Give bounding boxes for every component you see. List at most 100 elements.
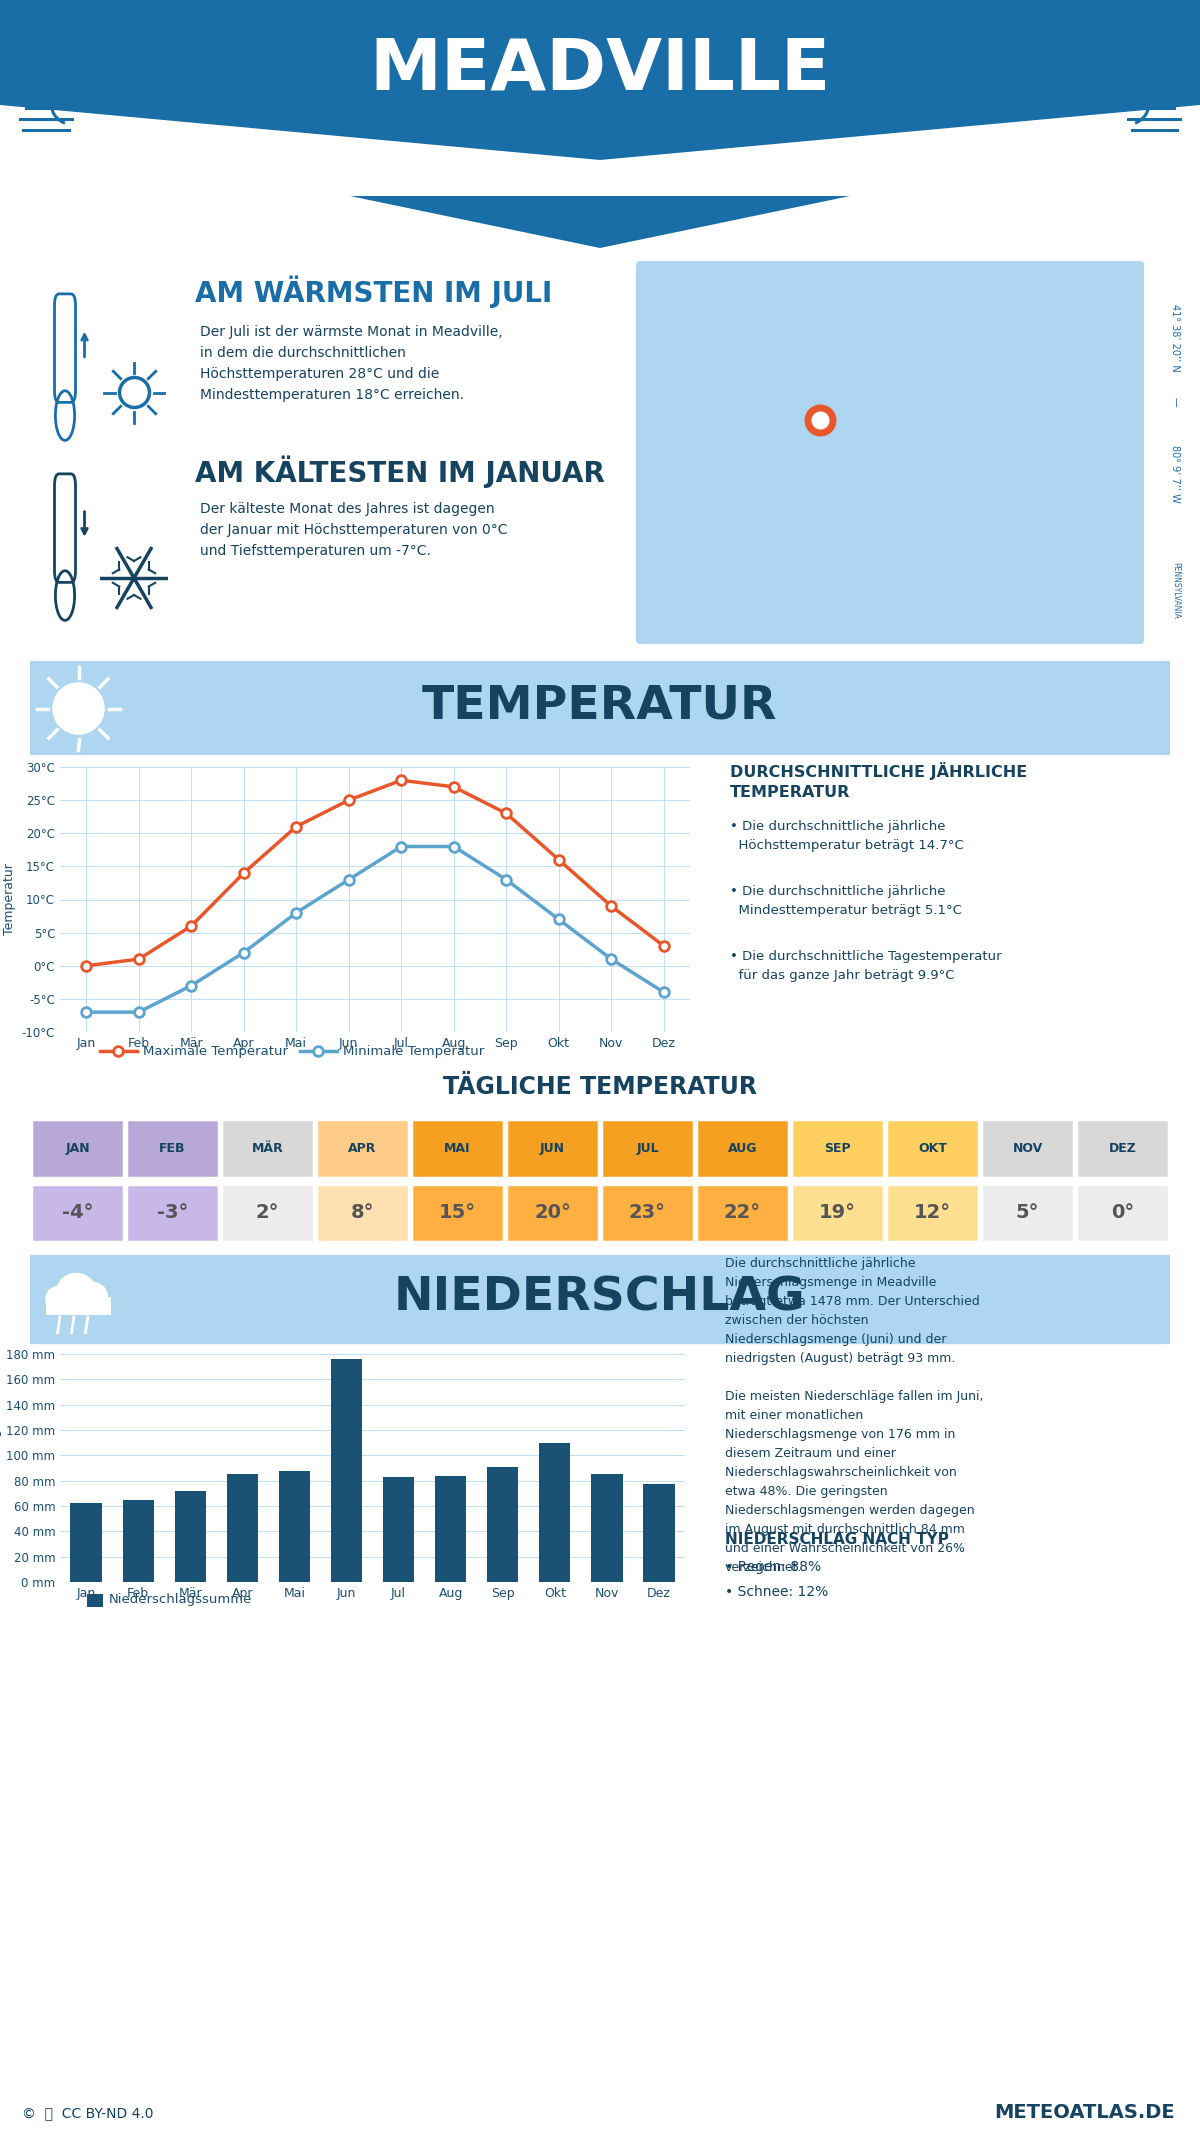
Bar [46,1297,112,1314]
Text: 42%: 42% [911,1710,954,1729]
Text: Maximale Temperatur: Maximale Temperatur [143,1044,288,1057]
Text: Der Juli ist der wärmste Monat in Meadville,
in dem die durchschnittlichen
Höchs: Der Juli ist der wärmste Monat in Meadvi… [200,325,503,402]
Circle shape [46,1286,72,1312]
Text: MÄR: MÄR [254,1751,281,1763]
Bar [643,1485,674,1581]
Bar [88,1594,103,1607]
Text: JAN: JAN [67,1751,88,1763]
Bar [696,1119,788,1179]
Bar [126,1183,218,1241]
Text: SEP: SEP [827,1751,848,1763]
Text: • Die durchschnittliche Tagestemperatur
  für das ganze Jahr beträgt 9.9°C: • Die durchschnittliche Tagestemperatur … [730,950,1002,982]
Text: APR: APR [348,1143,377,1156]
Text: JAN: JAN [65,1143,90,1156]
Text: PENNSYLVANIA: PENNSYLVANIA [1171,561,1180,618]
Text: 0°: 0° [1111,1203,1134,1222]
Text: 19°: 19° [818,1203,856,1222]
Bar [982,1183,1074,1241]
Bar [601,1119,694,1179]
Text: • Die durchschnittliche jährliche
  Höchsttemperatur beträgt 14.7°C: • Die durchschnittliche jährliche Höchst… [730,820,964,852]
Text: NIEDERSCHLAGSWAHRSCHEINLICHKEIT: NIEDERSCHLAGSWAHRSCHEINLICHKEIT [401,1663,799,1680]
Text: MAI: MAI [444,1143,470,1156]
Bar [331,1359,362,1581]
Bar [792,1119,883,1179]
Text: FEB: FEB [162,1751,184,1763]
Circle shape [53,683,104,734]
Bar [412,1119,504,1179]
Text: • Die durchschnittliche jährliche
  Mindesttemperatur beträgt 5.1°C: • Die durchschnittliche jährliche Mindes… [730,886,962,918]
Bar [1076,1119,1169,1179]
Bar [317,1183,408,1241]
Text: MAI: MAI [446,1751,468,1763]
Text: 33%: 33% [1006,1710,1049,1729]
Text: 8°: 8° [350,1203,374,1222]
Text: JUL: JUL [636,1143,659,1156]
Bar [71,1504,102,1581]
Text: 80° 9’ 7’’ W: 80° 9’ 7’’ W [1170,445,1181,503]
Bar [31,1183,124,1241]
Text: NIEDERSCHLAG: NIEDERSCHLAG [394,1275,806,1320]
Text: Der kälteste Monat des Jahres ist dagegen
der Januar mit Höchsttemperaturen von : Der kälteste Monat des Jahres ist dagege… [200,503,508,559]
Text: Die durchschnittliche jährliche
Niederschlagsmenge in Meadville
beträgt etwa 147: Die durchschnittliche jährliche Niedersc… [725,1256,984,1575]
Text: 2°: 2° [256,1203,280,1222]
Text: FEB: FEB [160,1143,186,1156]
Text: APR: APR [350,1751,374,1763]
Text: • Schnee: 12%: • Schnee: 12% [725,1586,828,1599]
Bar [126,1119,218,1179]
Bar [227,1474,258,1581]
Text: 38%: 38% [246,1710,289,1729]
Text: 47%: 47% [341,1710,384,1729]
Text: 12°: 12° [914,1203,952,1222]
Text: Niederschlagssumme: Niederschlagssumme [109,1594,252,1607]
Bar [412,1183,504,1241]
Text: TEMPERATUR: TEMPERATUR [422,683,778,728]
Bar [278,1470,310,1581]
Text: -3°: -3° [157,1203,188,1222]
Text: NIEDERSCHLAG NACH TYP: NIEDERSCHLAG NACH TYP [725,1532,949,1547]
Text: AUG: AUG [727,1143,757,1156]
Bar [31,1119,124,1179]
Text: -4°: -4° [61,1203,94,1222]
Text: NOV: NOV [1015,1751,1040,1763]
Text: METEOATLAS.DE: METEOATLAS.DE [995,2104,1175,2123]
Bar [696,1183,788,1241]
Bar [601,1183,694,1241]
Bar [174,1492,206,1581]
Text: AM WÄRMSTEN IM JULI: AM WÄRMSTEN IM JULI [194,276,552,308]
Text: NOV: NOV [1013,1143,1043,1156]
Text: MEADVILLE: MEADVILLE [370,36,830,105]
Text: TÄGLICHE TEMPERATUR: TÄGLICHE TEMPERATUR [443,1074,757,1100]
Circle shape [78,1282,107,1312]
Y-axis label: Temperatur: Temperatur [4,865,17,935]
Bar [122,1500,154,1581]
Text: 23°: 23° [629,1203,666,1222]
Bar [887,1119,978,1179]
Polygon shape [0,0,1200,160]
Text: JUN: JUN [542,1751,563,1763]
Text: 15°: 15° [439,1203,476,1222]
Bar [506,1119,599,1179]
Text: AM KÄLTESTEN IM JANUAR: AM KÄLTESTEN IM JANUAR [194,456,605,488]
Text: Minimale Temperatur: Minimale Temperatur [343,1044,485,1057]
Text: 22°: 22° [724,1203,761,1222]
Bar [982,1119,1074,1179]
Text: OKT: OKT [918,1143,947,1156]
Bar [887,1183,978,1241]
Bar [592,1474,623,1581]
Bar [1076,1183,1169,1241]
Text: VEREINIGTE STAATEN VON AMERIKA: VEREINIGTE STAATEN VON AMERIKA [450,169,750,186]
Text: 5°: 5° [1015,1203,1039,1222]
Text: 32%: 32% [816,1710,859,1729]
Bar [383,1477,414,1581]
Text: AUG: AUG [730,1751,755,1763]
Text: OKT: OKT [920,1751,944,1763]
Text: 20°: 20° [534,1203,571,1222]
Text: JUN: JUN [540,1143,565,1156]
Text: MÄR: MÄR [252,1143,283,1156]
Polygon shape [350,197,850,248]
Bar [539,1442,570,1581]
FancyBboxPatch shape [636,261,1144,644]
Text: 36%: 36% [1100,1710,1144,1729]
Text: 48%: 48% [530,1710,574,1729]
Bar [487,1466,518,1581]
